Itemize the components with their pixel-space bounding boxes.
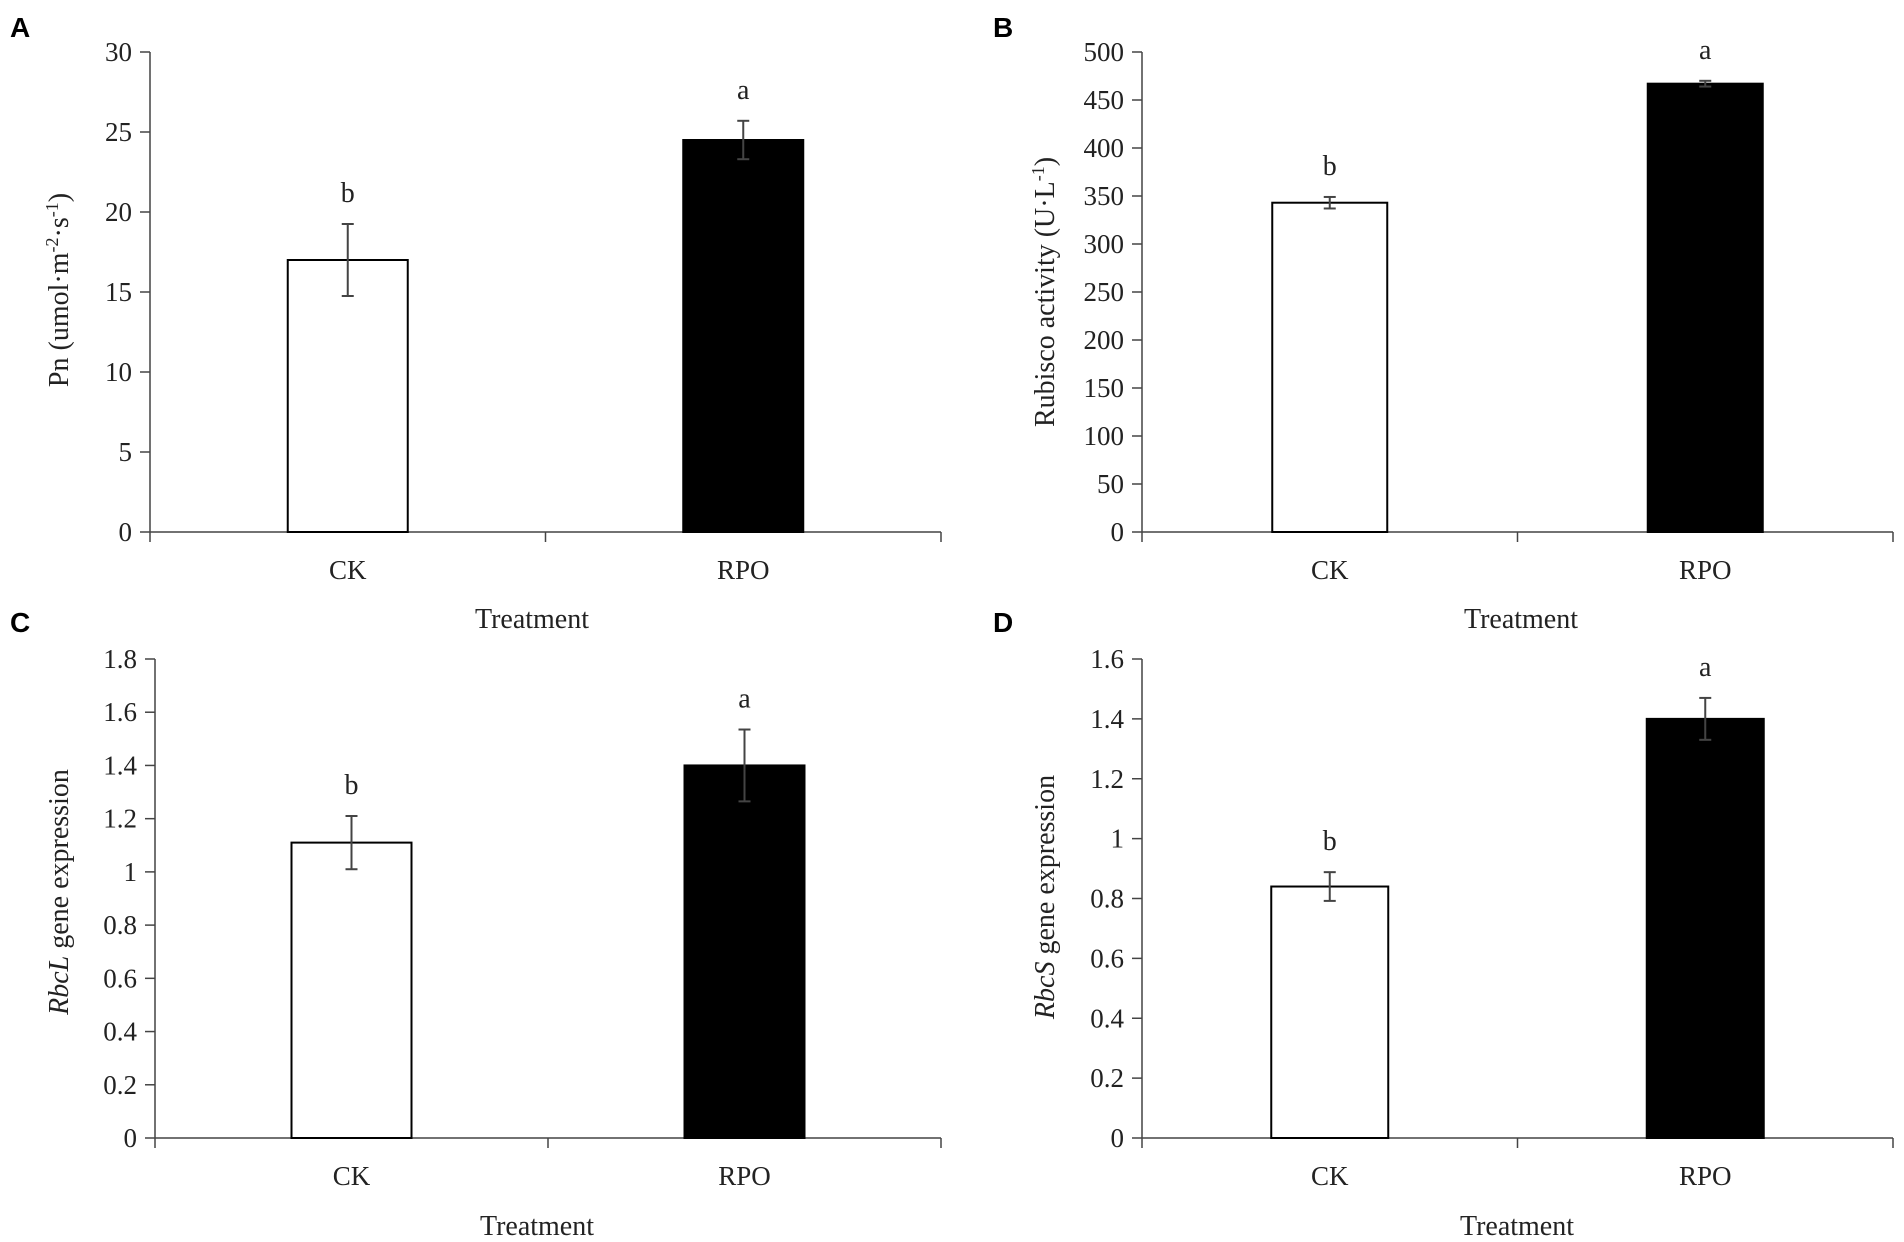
x-tick-label: CK: [1311, 1161, 1349, 1191]
bar-rpo: [682, 139, 805, 533]
bar-ck: [1271, 201, 1389, 533]
y-tick-label: 20: [105, 197, 132, 227]
y-axis-title: RbcL gene expression: [44, 769, 75, 1016]
y-tick-label: 0: [124, 1123, 138, 1153]
x-tick-label: CK: [329, 555, 367, 585]
y-tick-label: 0.6: [103, 963, 137, 993]
y-tick-label: 350: [1084, 181, 1125, 211]
y-tick-label: 30: [105, 37, 132, 67]
x-tick-label: RPO: [1679, 555, 1732, 585]
y-tick-label: 0: [1111, 517, 1125, 547]
significance-label: a: [738, 684, 751, 715]
x-axis-title: Treatment: [1460, 1211, 1574, 1242]
bar-rpo: [683, 764, 806, 1139]
significance-label: b: [1323, 151, 1337, 182]
y-tick-label: 150: [1084, 373, 1125, 403]
y-axis-title: Pn (umol·m-2·s-1): [42, 193, 75, 387]
y-tick-label: 50: [1097, 469, 1124, 499]
y-tick-label: 1.4: [103, 750, 137, 780]
x-tick-label: CK: [333, 1161, 371, 1191]
y-tick-label: 1.2: [103, 804, 137, 834]
significance-label: b: [345, 770, 359, 801]
y-tick-label: 0.8: [1090, 884, 1124, 914]
y-tick-label: 0.2: [103, 1070, 137, 1100]
bar-rpo: [1646, 82, 1764, 534]
panel-c: C Treatment RbcL gene expression 0 0.2 0.4…: [10, 607, 942, 1242]
y-tick-label: 100: [1084, 421, 1125, 451]
panel-b: B Treatment Rubisco activity (U·L-1) 0 50…: [993, 12, 1894, 635]
y-tick-label: 250: [1084, 277, 1125, 307]
y-tick-label: 1: [1111, 824, 1125, 854]
bar-ck: [1270, 885, 1390, 1140]
y-tick-label: 0.8: [103, 910, 137, 940]
y-tick-label: 1: [124, 857, 138, 887]
y-tick-label: 0.4: [1090, 1003, 1124, 1033]
x-axis-title: Treatment: [480, 1211, 594, 1242]
panel-letter: A: [10, 12, 30, 43]
y-tick-label: 0.6: [1090, 943, 1124, 973]
y-tick-label: 450: [1084, 85, 1125, 115]
x-tick-label: RPO: [717, 555, 770, 585]
panel-d: D Treatment RbcS gene expression 0 0.2 0.4…: [993, 607, 1894, 1242]
x-tick-label: RPO: [718, 1161, 771, 1191]
bar-ck: [286, 259, 409, 533]
x-axis-title: Treatment: [1464, 604, 1578, 635]
y-tick-label: 0: [119, 517, 133, 547]
y-tick-label: 1.8: [103, 644, 137, 674]
y-tick-label: 5: [119, 437, 133, 467]
y-tick-label: 15: [105, 277, 132, 307]
y-tick-label: 0.2: [1090, 1063, 1124, 1093]
y-tick-label: 1.2: [1090, 764, 1124, 794]
y-tick-label: 400: [1084, 133, 1125, 163]
significance-label: a: [1699, 652, 1712, 683]
y-tick-label: 25: [105, 117, 132, 147]
y-tick-label: 1.4: [1090, 704, 1124, 734]
significance-label: a: [1699, 35, 1712, 66]
y-tick-label: 300: [1084, 229, 1125, 259]
y-tick-label: 1.6: [1090, 644, 1124, 674]
x-tick-label: CK: [1311, 555, 1349, 585]
y-axis-title: RbcS gene expression: [1030, 775, 1061, 1020]
panel-a: A Treatment Pn (umol·m-2·s-1) 0 5 10 15 20 25…: [10, 12, 942, 635]
x-tick-label: RPO: [1679, 1161, 1732, 1191]
significance-label: a: [737, 75, 750, 106]
panel-letter: B: [993, 12, 1013, 43]
bar-ck: [290, 841, 413, 1139]
bar-rpo: [1645, 717, 1765, 1139]
y-axis-title: Rubisco activity (U·L-1): [1028, 157, 1061, 427]
y-tick-label: 0.4: [103, 1017, 137, 1047]
y-tick-label: 0: [1111, 1123, 1125, 1153]
significance-label: b: [341, 178, 355, 209]
y-tick-label: 500: [1084, 37, 1125, 67]
panel-letter: D: [993, 607, 1013, 638]
y-tick-label: 200: [1084, 325, 1125, 355]
y-tick-label: 1.6: [103, 697, 137, 727]
y-tick-label: 10: [105, 357, 132, 387]
panel-letter: C: [10, 607, 30, 638]
x-axis-title: Treatment: [475, 604, 589, 635]
significance-label: b: [1323, 826, 1337, 857]
